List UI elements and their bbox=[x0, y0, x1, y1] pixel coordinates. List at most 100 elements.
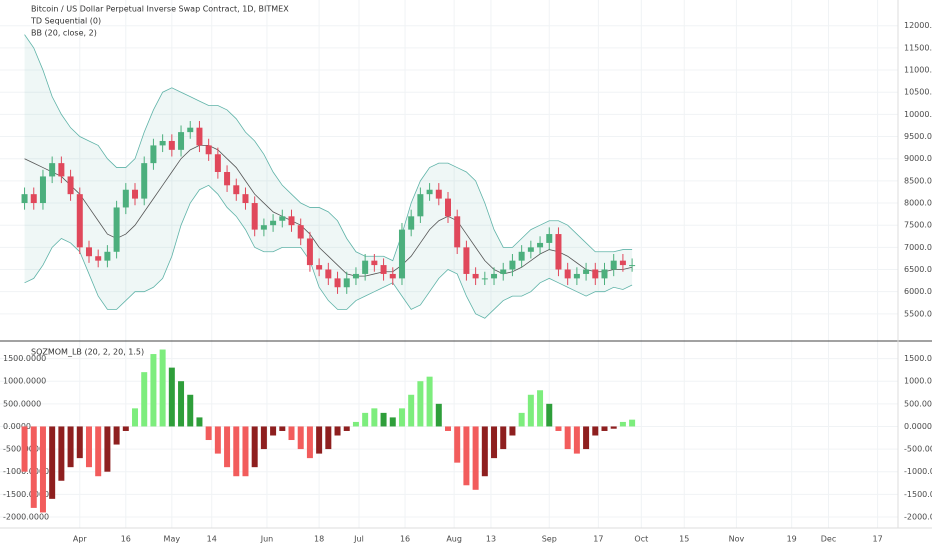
bar bbox=[491, 426, 498, 459]
bar bbox=[426, 376, 433, 427]
candle-body bbox=[509, 260, 516, 270]
bar bbox=[67, 426, 74, 468]
bar bbox=[518, 412, 525, 427]
y-tick-label: -1000.0000 bbox=[904, 467, 932, 476]
x-tick-label: Apr bbox=[73, 535, 88, 544]
candle-body bbox=[316, 265, 323, 270]
bar bbox=[159, 349, 166, 427]
y-tick-label: 11000.0 bbox=[904, 66, 932, 75]
bar bbox=[371, 408, 378, 427]
candle-body bbox=[389, 273, 396, 279]
candle-body bbox=[610, 260, 617, 270]
candle-body bbox=[159, 140, 166, 146]
candle-body bbox=[426, 189, 433, 195]
bar bbox=[454, 426, 461, 463]
x-tick-label: 17 bbox=[593, 535, 603, 544]
chart-title: Bitcoin / US Dollar Perpetual Inverse Sw… bbox=[31, 5, 289, 14]
x-tick-label: Dec bbox=[821, 535, 836, 544]
y-tick-label: 9500.0 bbox=[904, 132, 932, 141]
candle-body bbox=[334, 278, 341, 288]
candle-body bbox=[408, 216, 415, 230]
candle-body bbox=[39, 176, 46, 204]
candle-body bbox=[371, 260, 378, 266]
candle-body bbox=[619, 260, 626, 266]
y-tick-label: 5500.0 bbox=[904, 309, 932, 318]
y-tick-label: 7000.0 bbox=[904, 243, 932, 252]
bar bbox=[398, 408, 405, 427]
y-tick-label: 9000.0 bbox=[904, 154, 932, 163]
bar bbox=[251, 426, 258, 468]
indicator-label: TD Sequential (0) bbox=[30, 17, 101, 26]
candle-body bbox=[500, 269, 507, 274]
bar bbox=[30, 426, 37, 508]
candle-body bbox=[343, 278, 350, 288]
bar bbox=[408, 394, 415, 427]
band-fill bbox=[24, 34, 633, 319]
x-tick-label: Jul bbox=[353, 535, 364, 544]
x-tick-label: Oct bbox=[634, 535, 648, 544]
candle-body bbox=[279, 216, 286, 221]
candle-body bbox=[362, 260, 369, 274]
bar bbox=[113, 426, 120, 445]
y-tick-label: -2000.0000 bbox=[3, 512, 49, 521]
y-tick-label: 7500.0 bbox=[904, 221, 932, 230]
bar bbox=[325, 426, 332, 450]
x-tick-label: 19 bbox=[787, 535, 797, 544]
y-tick-label: 1000.0000 bbox=[3, 377, 46, 386]
candle-body bbox=[435, 189, 442, 199]
bar bbox=[583, 426, 590, 450]
bar bbox=[343, 426, 350, 431]
candle-body bbox=[150, 145, 157, 164]
candle-body bbox=[573, 273, 580, 279]
candle-body bbox=[527, 247, 534, 252]
y-tick-label: -2000.0000 bbox=[904, 512, 932, 521]
candle-body bbox=[583, 269, 590, 274]
bar bbox=[417, 381, 424, 427]
candle-body bbox=[205, 145, 212, 155]
candle-body bbox=[76, 194, 83, 248]
bar bbox=[389, 417, 396, 427]
bar bbox=[481, 426, 488, 477]
bar bbox=[196, 417, 203, 427]
bar bbox=[463, 426, 470, 486]
bar bbox=[242, 426, 249, 477]
candle-body bbox=[270, 220, 277, 226]
bar bbox=[610, 426, 617, 429]
x-tick-label: 15 bbox=[679, 535, 689, 544]
y-tick-label: 8000.0 bbox=[904, 199, 932, 208]
bar bbox=[21, 426, 28, 472]
candle-body bbox=[95, 256, 102, 261]
bar bbox=[76, 426, 83, 459]
candle-body bbox=[417, 194, 424, 217]
bar bbox=[224, 426, 231, 468]
y-tick-label: 10500.0 bbox=[904, 88, 932, 97]
candle-body bbox=[168, 140, 175, 150]
y-tick-label: 12000.0 bbox=[904, 21, 932, 30]
bar bbox=[260, 426, 267, 450]
candle-body bbox=[49, 163, 56, 177]
candle-body bbox=[214, 154, 221, 172]
y-tick-label: 1000.0000 bbox=[904, 377, 932, 386]
y-tick-label: -1500.0000 bbox=[904, 490, 932, 499]
bar bbox=[85, 426, 92, 468]
bar bbox=[316, 426, 323, 454]
bar bbox=[380, 412, 387, 427]
bb-upper bbox=[24, 34, 633, 262]
bar bbox=[132, 408, 139, 427]
candle-body bbox=[472, 273, 479, 279]
bb-lower bbox=[24, 184, 633, 319]
x-tick-label: 16 bbox=[400, 535, 410, 544]
candle-body bbox=[233, 185, 240, 195]
bar bbox=[141, 372, 148, 427]
candle-body bbox=[132, 189, 139, 199]
bb-basis bbox=[24, 145, 633, 277]
bar bbox=[537, 390, 544, 427]
bar bbox=[629, 419, 636, 427]
bar bbox=[601, 426, 608, 431]
y-tick-label: 1500.0000 bbox=[904, 354, 932, 363]
bar bbox=[352, 421, 359, 427]
candle-body bbox=[141, 163, 148, 199]
y-tick-label: 6000.0 bbox=[904, 287, 932, 296]
candle-body bbox=[546, 234, 553, 243]
candle-body bbox=[445, 198, 451, 217]
